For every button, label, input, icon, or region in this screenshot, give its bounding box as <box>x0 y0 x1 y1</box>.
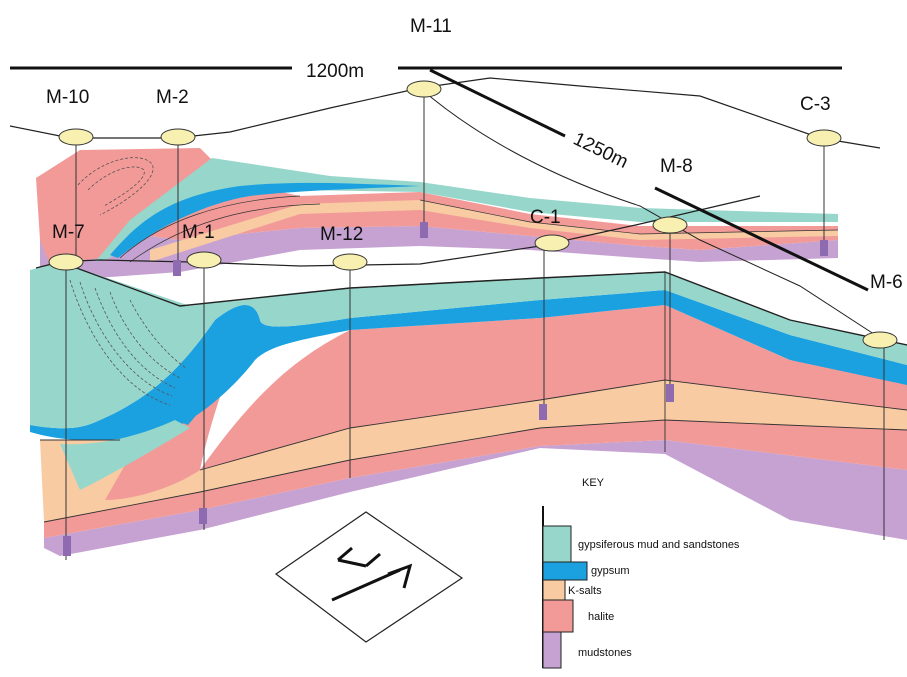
north-arrow-shaft <box>331 563 413 602</box>
well-base-m7 <box>63 536 71 556</box>
front-strata-lines <box>40 271 907 523</box>
legend-title: KEY <box>582 477 605 489</box>
front-section <box>30 261 907 556</box>
well-labels: M-11 M-10 M-2 C-3 M-8 M-7 M-1 M-12 C-1 M… <box>46 16 903 293</box>
well-collar-m12 <box>332 253 368 271</box>
scale-1250-label: 1250m <box>570 129 631 173</box>
legend-label-mudstones: mudstones <box>578 647 632 659</box>
well-label-c1: C-1 <box>530 207 561 228</box>
well-base-m2 <box>173 260 181 276</box>
legend-swatch-ksalts <box>542 579 566 601</box>
wells <box>48 80 898 560</box>
well-label-m10: M-10 <box>46 87 89 108</box>
well-collar-m1 <box>186 251 222 269</box>
north-arrow-icon <box>274 511 464 643</box>
legend-label-ksalts: K-salts <box>568 585 602 597</box>
well-collar-m11 <box>406 80 442 98</box>
legend-swatch-gypsum <box>542 561 588 581</box>
front-fold-dashes <box>69 279 187 406</box>
front-gypsum-loop <box>175 321 240 425</box>
connector-line <box>419 87 881 339</box>
well-collar-m8 <box>652 216 688 234</box>
well-collar-m2 <box>160 128 196 146</box>
well-label-m1: M-1 <box>182 222 215 243</box>
legend-label-gypsum: gypsum <box>591 565 630 577</box>
well-collar-m6 <box>862 331 898 349</box>
front-ksalts-layer <box>40 380 907 522</box>
legend-label-halite: halite <box>588 611 614 623</box>
well-label-m11: M-11 <box>410 16 452 37</box>
front-mud-layer <box>30 262 907 429</box>
well-base-m8 <box>666 384 674 402</box>
legend-swatch-mud <box>542 525 572 563</box>
legend: KEY gypsiferous mud and sandstones gypsu… <box>542 477 740 669</box>
legend-swatch-mudstones <box>542 631 562 669</box>
well-label-m8: M-8 <box>660 156 693 177</box>
north-arrow-n <box>337 546 381 568</box>
scale-1250-bar-a <box>429 68 566 138</box>
back-fold-dashes <box>77 157 154 216</box>
back-strata-lines <box>119 195 839 263</box>
back-mudstones-layer <box>40 222 838 282</box>
front-gypsum-layer <box>30 290 907 440</box>
well-label-m12: M-12 <box>320 224 363 245</box>
well-label-c3: C-3 <box>800 94 831 115</box>
back-surface-line <box>9 77 881 149</box>
well-label-m2: M-2 <box>156 87 189 108</box>
back-section <box>36 148 839 282</box>
scale-1250-bar-b <box>654 186 869 292</box>
back-gypsum-layer <box>110 182 420 258</box>
well-base-c3 <box>820 240 828 256</box>
well-collar-c1 <box>534 234 570 252</box>
well-base-m1 <box>199 508 207 524</box>
well-label-m6: M-6 <box>870 272 903 293</box>
well-base-m11 <box>420 222 428 238</box>
well-collar-c3 <box>806 129 842 147</box>
back-halite-wedge <box>36 148 212 265</box>
well-base-c1 <box>539 404 547 420</box>
legend-label-mud: gypsiferous mud and sandstones <box>578 539 740 551</box>
well-collar-m7 <box>48 253 84 271</box>
well-collar-m10 <box>58 128 94 146</box>
well-label-m7: M-7 <box>52 222 85 243</box>
legend-swatch-halite <box>542 599 574 633</box>
scale-1200-label: 1200m <box>306 61 364 82</box>
front-halite-layer <box>200 305 907 470</box>
front-mud-core <box>60 420 190 490</box>
front-surface-line <box>35 261 907 346</box>
front-lower-halite <box>44 420 907 538</box>
north-arrow-frame <box>274 511 464 643</box>
